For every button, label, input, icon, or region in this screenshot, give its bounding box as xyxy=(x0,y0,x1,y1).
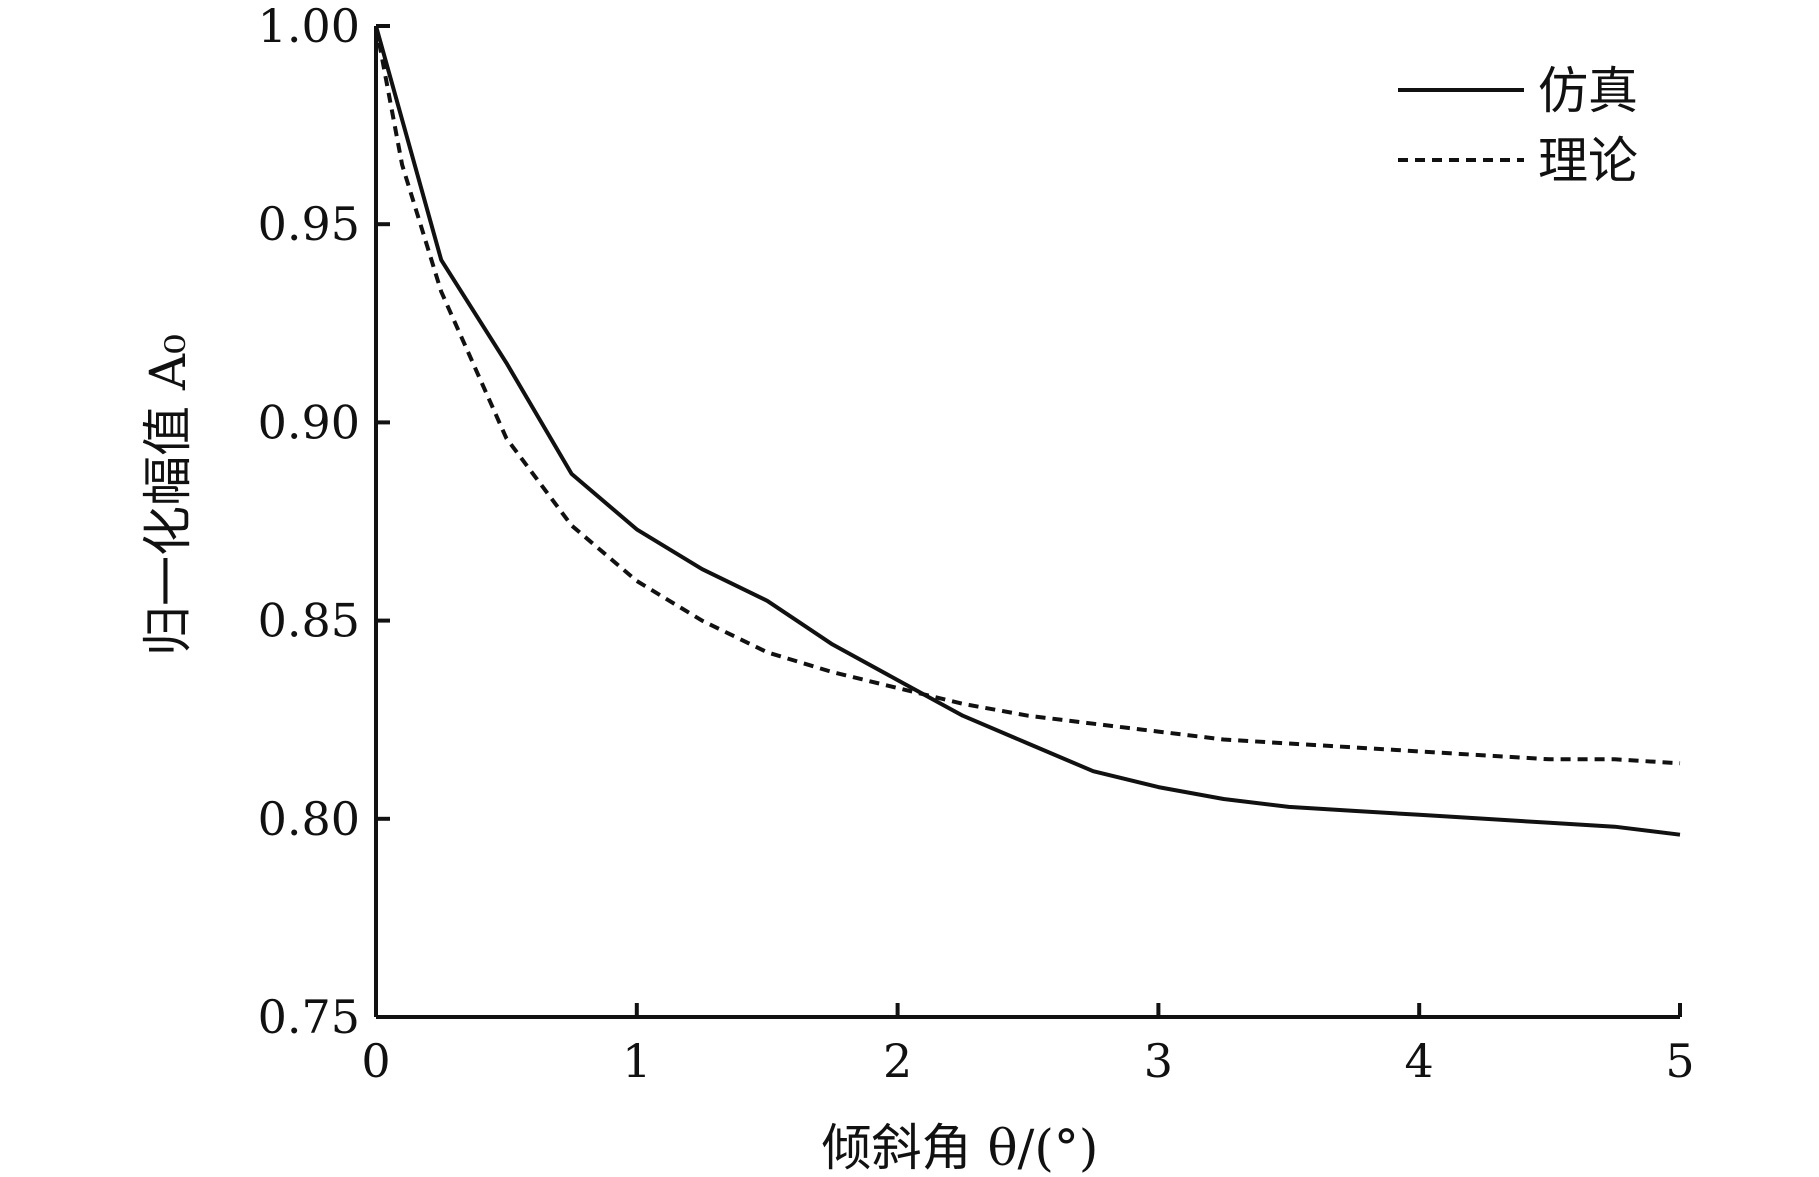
y-tick-label: 0.75 xyxy=(258,990,360,1044)
legend-label: 理论 xyxy=(1538,132,1638,190)
y-tick-label: 0.80 xyxy=(258,792,360,846)
series-line-simulation xyxy=(374,25,1681,837)
y-axis-title: 归一化幅值 A₀ xyxy=(139,334,197,656)
x-tick-label: 3 xyxy=(1144,1034,1173,1088)
y-tick-label: 0.90 xyxy=(258,395,360,449)
x-tick-label: 1 xyxy=(622,1034,651,1088)
x-tick-label: 0 xyxy=(361,1034,390,1088)
x-tick-label: 2 xyxy=(883,1034,912,1088)
series-line-theory xyxy=(374,25,1681,766)
y-tick-label: 1.00 xyxy=(258,0,360,53)
y-tick-label: 0.95 xyxy=(258,197,360,251)
plot-area xyxy=(374,25,1681,837)
legend-label: 仿真 xyxy=(1538,62,1638,120)
x-tick-label: 4 xyxy=(1405,1034,1434,1088)
x-tick-label: 5 xyxy=(1665,1034,1694,1088)
y-tick-label: 0.85 xyxy=(258,594,360,648)
x-axis-title: 倾斜角 θ/(°) xyxy=(822,1119,1099,1177)
axes: 0 1 2 3 4 5 0.75 0.80 0.85 0.90 0.95 1.00 xyxy=(258,0,1695,1088)
